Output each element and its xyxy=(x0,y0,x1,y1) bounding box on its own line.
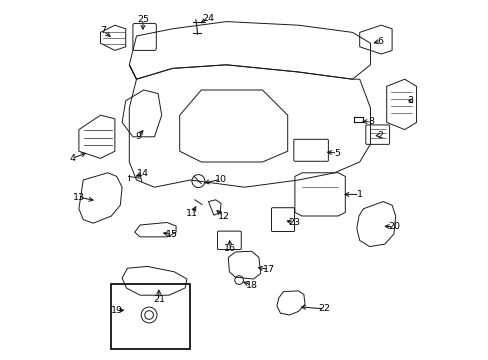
Text: 2: 2 xyxy=(376,131,382,140)
Text: 11: 11 xyxy=(186,209,198,217)
Text: 23: 23 xyxy=(287,218,300,227)
Text: 3: 3 xyxy=(406,96,412,105)
Text: 4: 4 xyxy=(69,154,75,163)
Text: 20: 20 xyxy=(387,222,399,231)
Text: 14: 14 xyxy=(137,169,149,178)
Text: 22: 22 xyxy=(318,304,330,313)
Text: 7: 7 xyxy=(100,27,106,36)
Text: 1: 1 xyxy=(356,190,362,199)
Text: 6: 6 xyxy=(377,37,383,46)
Text: 21: 21 xyxy=(153,295,164,304)
Text: 12: 12 xyxy=(217,212,229,220)
Text: 25: 25 xyxy=(137,15,149,24)
Text: 5: 5 xyxy=(334,149,340,158)
Text: 9: 9 xyxy=(135,132,141,141)
Text: 18: 18 xyxy=(245,281,257,289)
Text: 10: 10 xyxy=(215,175,226,184)
Text: 19: 19 xyxy=(110,306,122,315)
Text: 15: 15 xyxy=(165,230,178,239)
Bar xyxy=(111,284,190,349)
Text: 8: 8 xyxy=(367,117,373,126)
Text: 24: 24 xyxy=(202,14,214,23)
Text: 13: 13 xyxy=(73,193,85,202)
Text: 16: 16 xyxy=(224,244,236,253)
Text: 17: 17 xyxy=(263,265,274,274)
